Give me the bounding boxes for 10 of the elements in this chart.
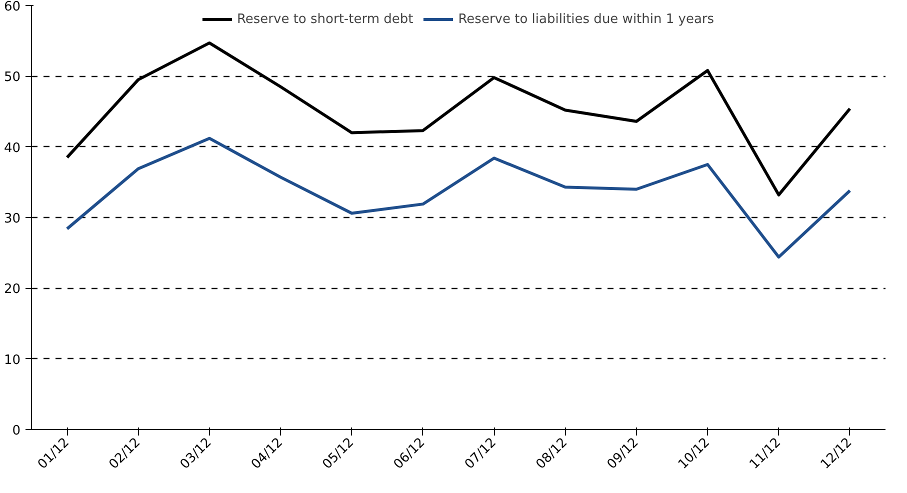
legend-label: Reserve to liabilities due within 1 years	[458, 12, 714, 26]
legend-label: Reserve to short-term debt	[236, 12, 414, 26]
y-tick-label: 10	[4, 352, 21, 368]
y-tick-label: 50	[4, 70, 21, 86]
y-tick-label: 60	[4, 0, 21, 14]
y-tick-label: 20	[4, 282, 21, 298]
y-tick-label: 0	[12, 424, 21, 438]
line-series	[66, 136, 852, 259]
y-tick-label: 40	[4, 140, 21, 156]
y-tick-label: 30	[4, 212, 21, 226]
